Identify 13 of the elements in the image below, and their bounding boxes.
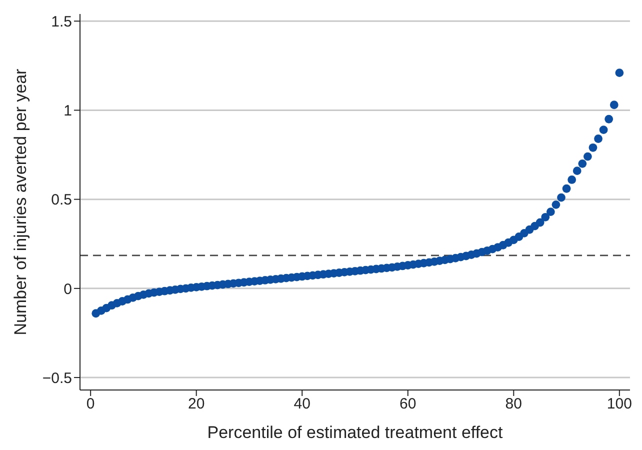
y-tick-label: 0 bbox=[64, 280, 72, 298]
y-tick-label: 1 bbox=[64, 102, 72, 120]
x-axis-title: Percentile of estimated treatment effect bbox=[207, 423, 503, 442]
x-tick-label: 20 bbox=[188, 396, 205, 413]
y-tick-label: 0.5 bbox=[51, 192, 72, 209]
y-axis-title: Number of injuries averted per year bbox=[11, 68, 30, 336]
x-tick-label: 100 bbox=[606, 396, 632, 413]
x-tick-label: 60 bbox=[400, 396, 416, 413]
y-tick-label: 1.5 bbox=[51, 13, 72, 30]
x-tick-label: 40 bbox=[294, 396, 310, 413]
x-tick-label: 80 bbox=[505, 396, 522, 413]
y-tick-label: −0.5 bbox=[42, 370, 72, 387]
x-tick-label: 0 bbox=[86, 396, 95, 413]
